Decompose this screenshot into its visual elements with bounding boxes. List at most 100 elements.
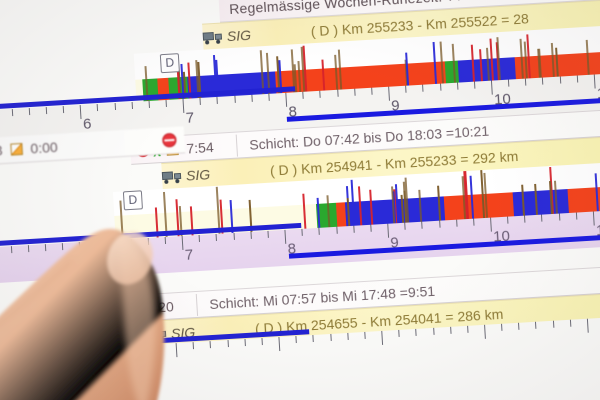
ruler-tick-minor bbox=[62, 106, 65, 114]
ruler-tick-minor bbox=[541, 214, 543, 222]
ruler-tick-minor bbox=[268, 93, 270, 101]
ruler-tick-minor bbox=[90, 348, 92, 356]
ruler-tick-minor bbox=[449, 326, 452, 334]
stop-icon[interactable] bbox=[162, 132, 177, 148]
ruler-tick-minor bbox=[439, 83, 441, 91]
ruler-tick-minor bbox=[227, 340, 229, 348]
ruler-tick-minor bbox=[216, 96, 219, 104]
ruler-tick-minor bbox=[4, 353, 6, 361]
ruler-tick-minor bbox=[466, 325, 469, 333]
ruler-tick-minor bbox=[164, 236, 167, 245]
ruler-tick-minor bbox=[312, 334, 315, 343]
worker-icon[interactable] bbox=[111, 302, 125, 316]
ruler-tick-minor bbox=[576, 75, 578, 83]
ruler-tick-major bbox=[490, 80, 493, 95]
ruler-tick-minor bbox=[301, 228, 304, 236]
ruler-tick-minor bbox=[336, 89, 339, 97]
ruler-tick-minor bbox=[21, 352, 24, 360]
ruler-tick-major bbox=[182, 98, 185, 113]
ruler-tick-minor bbox=[27, 245, 30, 253]
row2-sig-label: SIG bbox=[185, 165, 211, 184]
row3-status-icons[interactable] bbox=[90, 301, 139, 317]
ruler-tick-minor bbox=[329, 333, 332, 342]
ruler-tick-minor bbox=[234, 95, 236, 103]
ruler-tick-minor bbox=[404, 222, 406, 230]
ruler-tick-minor bbox=[192, 342, 195, 350]
ruler-tick-minor bbox=[552, 320, 554, 328]
ruler-tick-minor bbox=[524, 215, 526, 223]
ruler-tick-minor bbox=[55, 350, 58, 358]
rest-square-icon[interactable] bbox=[10, 142, 23, 156]
ruler-tick-minor bbox=[216, 233, 218, 241]
ruler-tick-major bbox=[388, 86, 391, 101]
ruler-tick-minor bbox=[61, 243, 64, 251]
truck-icon bbox=[161, 169, 183, 184]
ruler-tick-minor bbox=[165, 99, 167, 107]
ruler-tick-minor bbox=[199, 97, 202, 105]
ruler-tick-minor bbox=[267, 230, 269, 238]
steering-wheel-icon[interactable] bbox=[96, 303, 110, 317]
ruler-tick-minor bbox=[542, 77, 544, 85]
row1-d-marker[interactable]: D bbox=[159, 53, 180, 74]
weekly-rest-value: Fr 17:34 b bbox=[442, 0, 515, 4]
ruler-tick-minor bbox=[473, 81, 476, 89]
work-period-line bbox=[457, 94, 600, 112]
ruler-tick-minor bbox=[124, 346, 126, 354]
ruler-tick-minor bbox=[113, 240, 115, 248]
work-period-line bbox=[288, 243, 464, 259]
work-period-line bbox=[460, 231, 600, 249]
row2-drive-duration: 7:54 bbox=[185, 138, 215, 157]
ruler-tick-major bbox=[593, 74, 596, 89]
ruler-tick-minor bbox=[558, 213, 560, 221]
ruler-tick-minor bbox=[44, 244, 47, 252]
ruler-tick-major bbox=[586, 318, 589, 333]
ruler-tick-major bbox=[181, 235, 184, 250]
ruler-tick-minor bbox=[114, 102, 116, 111]
ruler-tick-minor bbox=[421, 221, 423, 229]
ruler-tick-minor bbox=[318, 227, 321, 235]
ruler-tick-minor bbox=[472, 218, 475, 226]
row3-drive-duration: 7:20 bbox=[145, 297, 175, 316]
ruler-tick-minor bbox=[250, 231, 252, 239]
ruler-tick-major bbox=[381, 330, 384, 345]
ruler-tick-minor bbox=[559, 76, 561, 84]
ruler-tick-minor bbox=[295, 335, 298, 344]
ruler-label: 7 bbox=[184, 246, 194, 264]
ruler-tick-minor bbox=[96, 241, 98, 249]
ruler-tick-minor bbox=[319, 90, 322, 98]
ruler-label: 6 bbox=[82, 115, 92, 133]
ruler-tick-minor bbox=[302, 91, 304, 99]
ruler-tick-minor bbox=[415, 328, 417, 336]
ruler-tick-major bbox=[285, 92, 288, 107]
ruler-tick-minor bbox=[353, 225, 355, 233]
ruler-tick-minor bbox=[370, 224, 372, 232]
ruler-tick-minor bbox=[353, 88, 356, 96]
ruler-tick-minor bbox=[141, 345, 143, 353]
ruler-tick-minor bbox=[10, 246, 12, 254]
top-left-code: 3 bbox=[0, 142, 3, 159]
ruler-tick-minor bbox=[251, 94, 253, 102]
ruler-tick-major bbox=[79, 105, 82, 120]
ruler-tick-minor bbox=[198, 234, 201, 242]
ruler-tick-major bbox=[73, 349, 75, 364]
truck-icon bbox=[202, 30, 224, 45]
ruler-tick-minor bbox=[107, 347, 109, 355]
ruler-label: 6 bbox=[81, 252, 92, 270]
ruler-tick-minor bbox=[130, 238, 132, 247]
ruler-tick-major bbox=[284, 229, 287, 244]
ruler-tick-minor bbox=[422, 84, 424, 92]
ruler-tick-minor bbox=[38, 351, 41, 359]
ruler-tick-minor bbox=[569, 319, 572, 327]
rest-square-icon[interactable] bbox=[126, 301, 139, 315]
ruler-tick-minor bbox=[455, 219, 458, 227]
ruler-tick-major bbox=[484, 324, 486, 339]
ruler-tick-minor bbox=[364, 331, 366, 339]
ruler-tick-minor bbox=[438, 220, 441, 228]
ruler-tick-major bbox=[278, 337, 281, 352]
row2-d-marker[interactable]: D bbox=[122, 190, 143, 211]
ruler-tick-major bbox=[79, 242, 81, 257]
ruler-tick-minor bbox=[535, 321, 537, 329]
ruler-tick-minor bbox=[244, 339, 246, 347]
ruler-tick-major bbox=[175, 343, 178, 358]
